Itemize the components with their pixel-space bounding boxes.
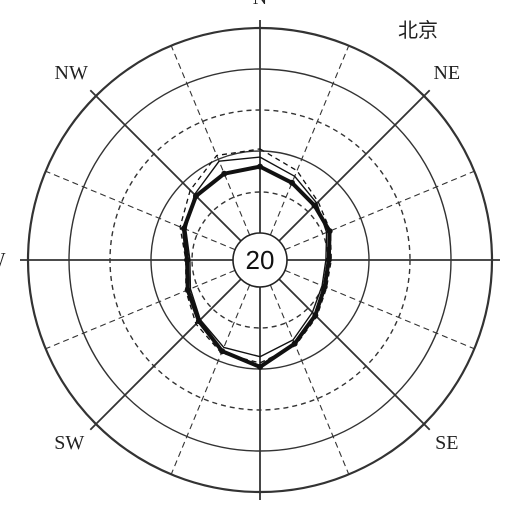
major-spoke [89,89,242,242]
center-value-label: 20 [246,245,275,275]
direction-label-n: N [253,0,267,9]
direction-label-se: SE [435,432,458,454]
series-line-3 [179,148,332,364]
series-point [326,228,333,235]
minor-spoke [170,45,251,236]
minor-spoke [269,284,350,475]
direction-label-nw: NW [55,62,88,84]
minor-spoke [284,269,475,350]
minor-spoke [45,170,236,251]
series-point [325,257,332,263]
series-point [321,283,328,290]
major-spoke [278,278,431,431]
direction-label-sw: SW [54,432,84,454]
major-spoke [89,278,242,431]
minor-spoke [284,170,475,251]
series-point [221,170,228,177]
center-circle [232,232,288,288]
series-point [288,179,295,186]
minor-spoke [170,284,251,475]
series-point [257,163,263,170]
series-point [311,202,318,209]
series-line-2 [185,156,328,358]
series-point [257,363,263,370]
major-spoke [278,89,431,242]
location-label: 北京 [398,18,438,42]
minor-spoke [45,269,236,350]
polar-grid [20,20,500,500]
minor-spoke [269,45,350,236]
direction-label-w: W [0,249,6,271]
wind-frequency-series [179,148,333,370]
direction-label-ne: NE [433,62,460,84]
direction-label-s: S [254,511,265,513]
